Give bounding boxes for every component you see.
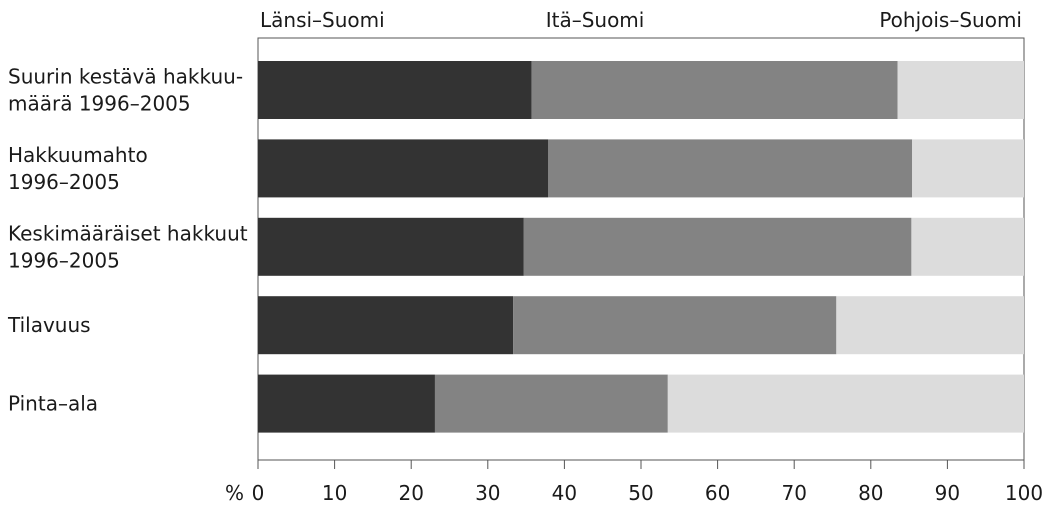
bar-segment <box>911 217 1024 276</box>
category-label-line: Tilavuus <box>7 313 91 337</box>
x-axis: 0 10 20 30 40 50 60 70 80 90 100% <box>225 460 1043 505</box>
category-label-line: 1996–2005 <box>8 170 120 194</box>
bar-segment <box>667 374 1024 433</box>
category-label: Pinta–ala <box>8 392 98 416</box>
category-label: Tilavuus <box>7 313 91 337</box>
x-tick-label: 0 <box>252 481 265 505</box>
bar-segment <box>258 139 549 198</box>
bar-segment <box>513 296 837 355</box>
x-tick-label: 80 <box>858 481 883 505</box>
bar-segment <box>912 139 1024 198</box>
bar-segment <box>548 139 913 198</box>
category-label-line: määrä 1996–2005 <box>8 92 191 116</box>
category-label-line: Pinta–ala <box>8 392 98 416</box>
legend-label: Itä–Suomi <box>546 8 645 32</box>
x-tick-label: 50 <box>628 481 653 505</box>
x-tick-label: 70 <box>781 481 806 505</box>
category-label-line: Suurin kestävä hakkuu- <box>8 65 243 89</box>
bars <box>258 61 1024 433</box>
legend-label: Pohjois–Suomi <box>879 8 1022 32</box>
bar-segment <box>523 217 912 276</box>
x-tick-label: 100 <box>1005 481 1043 505</box>
bar-segment <box>258 296 514 355</box>
x-tick-label: 40 <box>552 481 577 505</box>
bar-segment <box>258 61 532 119</box>
bar-segment <box>434 374 668 433</box>
category-label-line: Hakkuumahto <box>8 143 148 167</box>
bar-segment <box>897 61 1024 119</box>
category-label: Suurin kestävä hakkuu-määrä 1996–2005 <box>8 65 243 116</box>
category-label: Keskimääräiset hakkuut 1996–2005 <box>8 221 248 272</box>
x-tick-label: 30 <box>475 481 500 505</box>
category-labels: Suurin kestävä hakkuu-määrä 1996–2005 Hak… <box>7 65 248 416</box>
legend-label: Länsi–Suomi <box>260 8 385 32</box>
bar-segment <box>836 296 1024 355</box>
x-tick-label: 90 <box>935 481 960 505</box>
x-tick-label: 10 <box>322 481 347 505</box>
category-label: Hakkuumahto 1996–2005 <box>8 143 148 194</box>
legend: Länsi–Suomi Itä–Suomi Pohjois–Suomi <box>260 8 1022 32</box>
x-tick-label: 20 <box>398 481 423 505</box>
x-tick-label: 60 <box>705 481 730 505</box>
x-unit-label: % <box>225 481 244 505</box>
category-label-line: 1996–2005 <box>8 248 120 272</box>
bar-segment <box>258 374 435 433</box>
bar-segment <box>258 217 524 276</box>
bar-segment <box>531 61 898 119</box>
category-label-line: Keskimääräiset hakkuut <box>8 221 248 245</box>
